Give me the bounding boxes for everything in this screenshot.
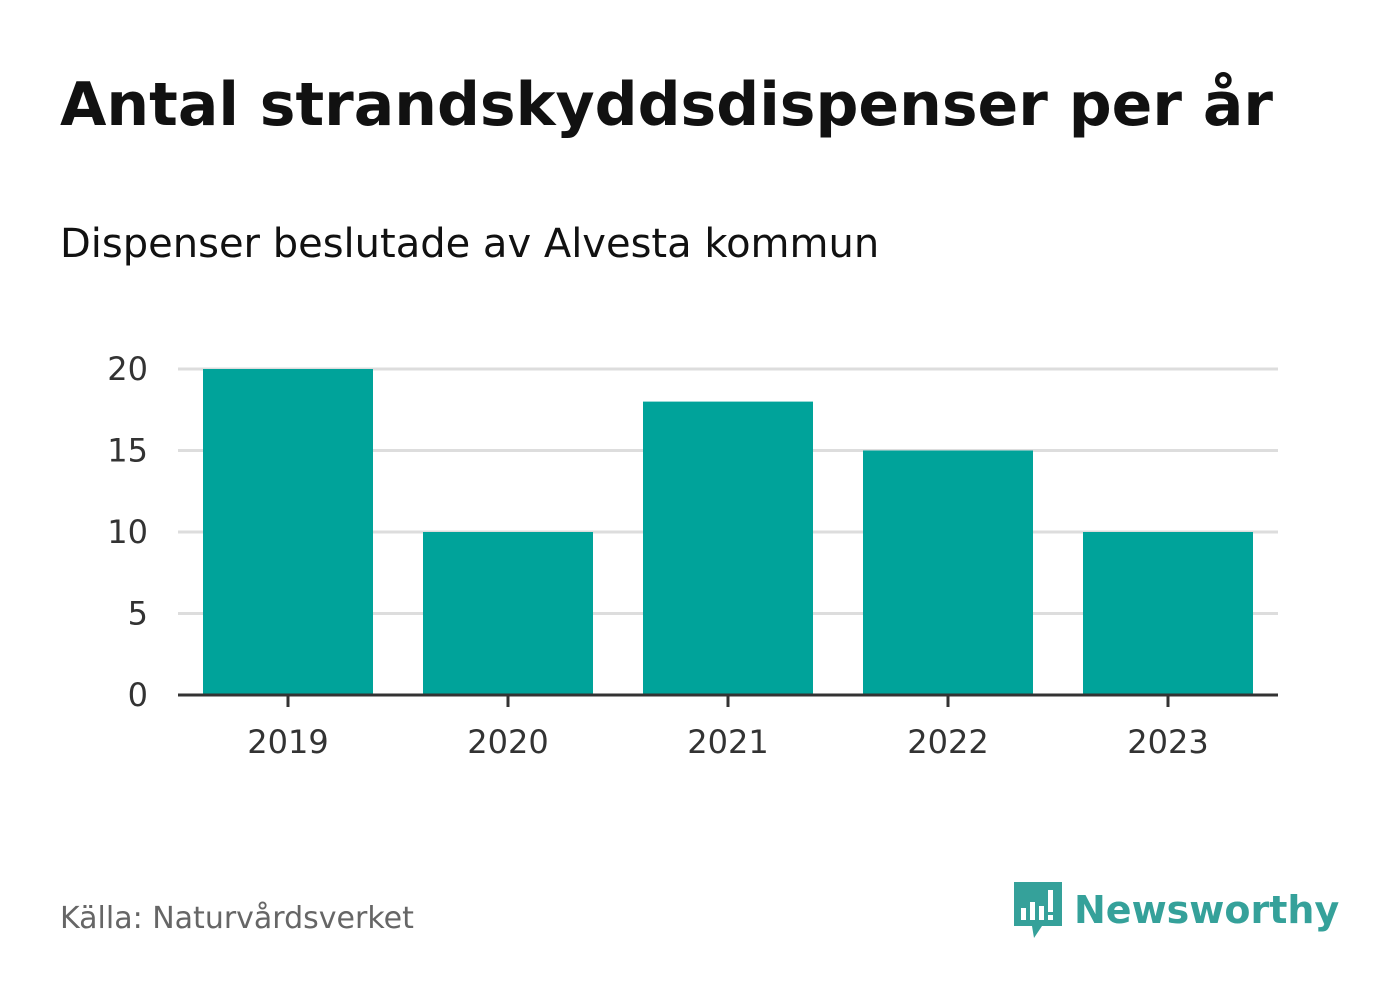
- chart-title: Antal strandskyddsdispenser per år: [60, 70, 1273, 140]
- bar-2019: [203, 369, 373, 695]
- brand-logo: Newsworthy: [1012, 880, 1339, 940]
- source-note: Källa: Naturvårdsverket: [60, 901, 414, 936]
- newsworthy-logo-icon: [1014, 882, 1062, 938]
- bar-2023: [1083, 532, 1253, 695]
- x-tick-label: 2021: [687, 723, 768, 761]
- x-tick-label: 2023: [1127, 723, 1208, 761]
- x-tick-label: 2022: [907, 723, 988, 761]
- x-tick-label: 2020: [467, 723, 548, 761]
- bar-2020: [423, 532, 593, 695]
- y-tick-label: 0: [128, 676, 148, 714]
- y-tick-label: 10: [107, 513, 148, 551]
- bar-2022: [863, 450, 1033, 695]
- y-tick-label: 5: [128, 595, 148, 633]
- x-tick-label: 2019: [247, 723, 328, 761]
- bar-2021: [643, 401, 813, 695]
- brand-name: Newsworthy: [1074, 888, 1340, 932]
- y-tick-label: 15: [107, 432, 148, 470]
- chart-subtitle: Dispenser beslutade av Alvesta kommun: [60, 221, 880, 267]
- y-tick-label: 20: [107, 350, 148, 388]
